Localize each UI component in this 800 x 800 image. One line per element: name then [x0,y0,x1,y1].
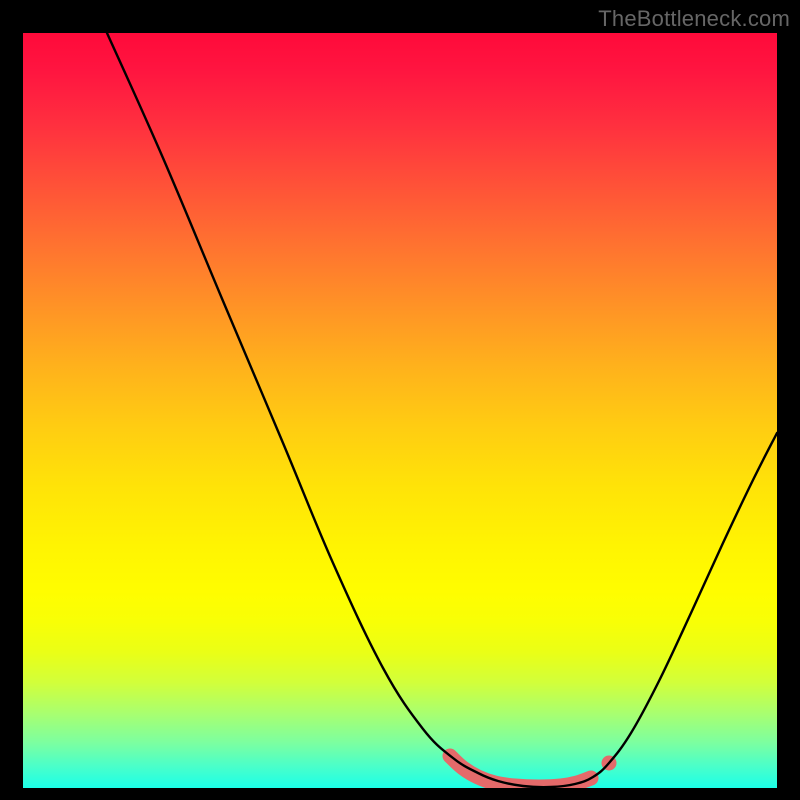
chart-svg [23,33,777,788]
watermark-text: TheBottleneck.com [598,6,790,32]
chart-frame: TheBottleneck.com [0,0,800,800]
gradient-background [23,33,777,788]
plot-area [23,33,777,788]
